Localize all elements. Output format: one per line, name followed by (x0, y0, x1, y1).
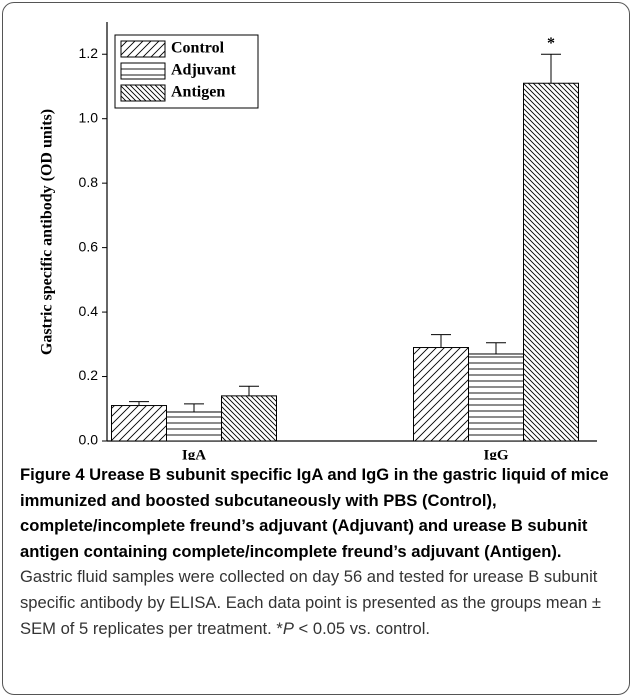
caption-italic: P (282, 618, 294, 638)
bar (111, 405, 167, 442)
error-bar (129, 401, 149, 406)
bar (468, 353, 524, 442)
legend-label: Antigen (171, 84, 225, 101)
caption-tail: < 0.05 vs. control. (293, 618, 430, 638)
legend-label: Adjuvant (171, 62, 237, 79)
legend-swatch (120, 62, 166, 80)
bar (523, 82, 579, 442)
bar (413, 347, 469, 442)
error-bar (486, 342, 506, 354)
y-tick-label: 0.2 (79, 367, 99, 383)
x-tick-label: IgA (182, 447, 206, 460)
caption: Figure 4 Urease B subunit specific IgA a… (20, 462, 618, 641)
caption-title: Figure 4 Urease B subunit specific IgA a… (20, 465, 609, 561)
error-bar (431, 334, 451, 348)
legend-swatch (120, 40, 166, 58)
chart: Gastric specific antibody (OD units) 0.0… (39, 22, 597, 460)
y-tick-label: 1.2 (79, 45, 99, 61)
legend-label: Control (171, 40, 225, 57)
annotation: * (547, 35, 555, 52)
error-bar (541, 53, 561, 84)
y-tick-label: 0.0 (79, 432, 99, 448)
y-tick-label: 0.6 (79, 238, 99, 254)
legend-swatch (120, 84, 166, 102)
y-axis-label: Gastric specific antibody (OD units) (39, 109, 56, 355)
bar (221, 395, 277, 442)
y-tick-label: 0.8 (79, 174, 99, 190)
caption-text: Gastric fluid samples were collected on … (20, 567, 602, 638)
y-tick-label: 1.0 (79, 109, 99, 125)
error-bar (239, 385, 259, 396)
bar (166, 411, 222, 442)
y-tick-label: 0.4 (79, 303, 99, 319)
error-bar (184, 403, 204, 412)
x-tick-label: IgG (483, 447, 508, 460)
